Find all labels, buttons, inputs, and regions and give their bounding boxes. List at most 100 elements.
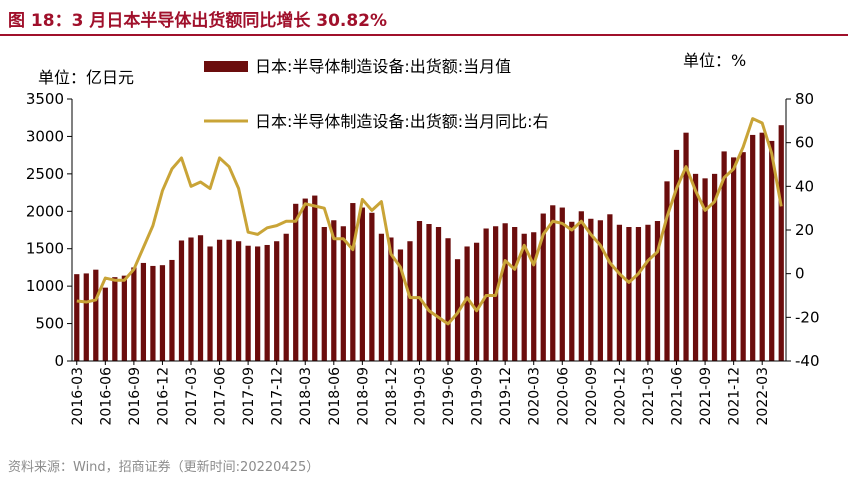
bar	[235, 241, 242, 361]
bar	[131, 267, 137, 361]
x-tick-label: 2022-03	[755, 367, 771, 426]
x-tick-label: 2021-12	[727, 367, 743, 426]
bar	[255, 246, 261, 361]
legend-bar-label: 日本:半导体制造设备:出货额:当月值	[255, 57, 511, 76]
bar	[245, 245, 251, 361]
bar	[512, 227, 518, 361]
bar	[302, 198, 308, 361]
bar	[654, 221, 661, 361]
bar	[426, 224, 432, 361]
bar	[112, 277, 118, 361]
x-tick-label: 2019-09	[470, 367, 486, 426]
x-tick-label: 2016-03	[70, 367, 86, 426]
bar	[435, 227, 442, 361]
title-underline	[0, 34, 848, 36]
bar	[74, 274, 80, 361]
bar	[283, 233, 289, 361]
y-right-tick-label: -20	[795, 308, 820, 326]
x-tick-label: 2016-06	[98, 367, 114, 426]
bar	[216, 239, 223, 361]
x-tick-label: 2020-03	[527, 367, 543, 426]
source-note: 资料来源：Wind，招商证券（更新时间:20220425）	[8, 460, 320, 475]
bar	[464, 246, 470, 361]
bar	[702, 178, 708, 361]
bar	[626, 227, 632, 361]
bar	[711, 173, 718, 361]
y-right-tick-label: 80	[795, 90, 814, 108]
y-left-tick-label: 500	[35, 315, 64, 333]
bar	[359, 207, 365, 361]
bar	[397, 249, 404, 361]
bar	[169, 259, 175, 361]
y-left-tick-label: 0	[54, 352, 64, 370]
bar	[588, 218, 594, 361]
bar	[645, 224, 651, 361]
y-left-tick-label: 2500	[26, 165, 64, 183]
y-left-tick-label: 1000	[26, 277, 64, 295]
bar	[159, 265, 166, 361]
bar	[197, 235, 204, 361]
y-right-tick-label: 40	[795, 177, 814, 195]
bar	[502, 223, 508, 361]
x-tick-label: 2021-03	[641, 367, 657, 426]
x-tick-label: 2018-03	[298, 367, 314, 426]
y-right-tick-label: 60	[795, 134, 814, 152]
y-left-tick-label: 2000	[26, 202, 64, 220]
x-tick-label: 2020-09	[584, 367, 600, 426]
y-left-tick-label: 3500	[26, 90, 64, 108]
bar	[150, 265, 156, 361]
bar	[616, 224, 623, 361]
bar	[121, 275, 127, 361]
bar	[540, 213, 546, 361]
x-tick-label: 2020-12	[612, 367, 628, 426]
bar	[207, 246, 213, 361]
bar	[83, 273, 89, 361]
bar	[140, 262, 147, 361]
bar	[569, 221, 575, 361]
bar	[635, 227, 642, 361]
bar	[531, 232, 537, 361]
bar	[740, 152, 746, 361]
bar	[683, 132, 689, 361]
legend-line-label: 日本:半导体制造设备:出货额:当月同比:右	[255, 112, 549, 131]
bar	[778, 125, 784, 361]
bar	[607, 214, 613, 361]
bar	[664, 181, 670, 361]
bar	[188, 237, 194, 361]
bar	[416, 221, 423, 361]
bar	[226, 239, 232, 361]
bar	[274, 241, 280, 361]
bar	[178, 240, 185, 361]
x-tick-label: 2016-09	[127, 367, 143, 426]
x-tick-label: 2018-09	[355, 367, 371, 426]
bar	[312, 195, 318, 361]
y-right-tick-label: 0	[795, 265, 805, 283]
bar	[264, 244, 270, 361]
x-tick-label: 2016-12	[155, 367, 171, 426]
yoy-line	[76, 117, 783, 326]
bar	[407, 241, 413, 361]
line-series	[76, 117, 783, 326]
x-tick-label: 2018-06	[327, 367, 343, 426]
x-tick-label: 2017-06	[213, 367, 229, 426]
y-left-tick-label: 3000	[26, 127, 64, 145]
bar	[378, 233, 385, 361]
bar	[521, 233, 527, 361]
bar	[731, 157, 737, 361]
x-tick-label: 2018-12	[384, 367, 400, 426]
bar	[473, 242, 480, 361]
bar	[673, 149, 680, 361]
legend-bar-swatch	[204, 61, 248, 72]
x-tick-label: 2021-06	[670, 367, 686, 426]
bar	[331, 220, 337, 361]
y-right-tick-label: -40	[795, 352, 820, 370]
bar	[350, 203, 356, 361]
x-tick-label: 2019-03	[412, 367, 428, 426]
bar	[692, 173, 699, 361]
right-unit-label: 单位：%	[683, 51, 746, 70]
bar	[597, 220, 603, 361]
bar	[102, 287, 108, 361]
bar	[769, 140, 775, 361]
x-tick-label: 2021-09	[698, 367, 714, 426]
